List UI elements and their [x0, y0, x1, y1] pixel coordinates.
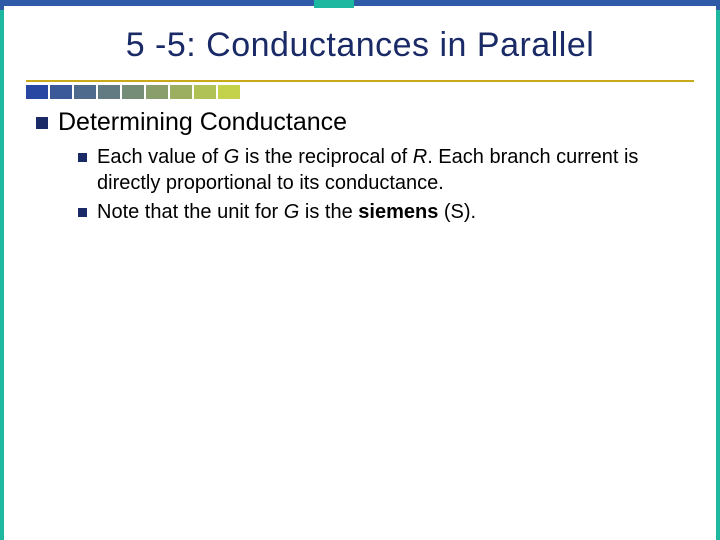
list-item-text: Note that the unit for G is the siemens … — [97, 200, 476, 226]
page-title: 5 -5: Conductances in Parallel — [4, 26, 716, 65]
gradient-box — [26, 85, 48, 99]
gradient-boxes — [26, 85, 242, 99]
list-item: Note that the unit for G is the siemens … — [78, 200, 684, 226]
list-item: Each value of G is the reciprocal of R. … — [78, 145, 684, 196]
section-heading-text: Determining Conductance — [58, 108, 347, 137]
slide: 5 -5: Conductances in Parallel Determini… — [0, 0, 720, 540]
top-accent-bar — [4, 0, 716, 6]
gradient-box — [146, 85, 168, 99]
title-underline — [26, 77, 694, 97]
gradient-box — [74, 85, 96, 99]
bullet-list: Each value of G is the reciprocal of R. … — [78, 145, 684, 226]
square-bullet-icon — [78, 208, 87, 217]
gradient-box — [218, 85, 240, 99]
list-item-text: Each value of G is the reciprocal of R. … — [97, 145, 684, 196]
gold-rule — [26, 80, 694, 82]
section-heading-item: Determining Conductance — [36, 108, 684, 137]
gradient-box — [170, 85, 192, 99]
square-bullet-icon — [36, 117, 48, 129]
square-bullet-icon — [78, 153, 87, 162]
content-section: Determining Conductance Each value of G … — [36, 108, 684, 230]
gradient-box — [50, 85, 72, 99]
gradient-box — [122, 85, 144, 99]
gradient-box — [194, 85, 216, 99]
gradient-box — [98, 85, 120, 99]
